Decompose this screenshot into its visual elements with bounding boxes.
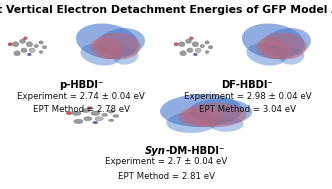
Ellipse shape xyxy=(113,115,119,118)
Ellipse shape xyxy=(21,48,27,53)
Ellipse shape xyxy=(200,44,205,48)
Ellipse shape xyxy=(205,51,209,53)
Ellipse shape xyxy=(66,112,72,115)
Ellipse shape xyxy=(23,37,27,40)
Ellipse shape xyxy=(256,38,290,59)
Text: EPT Method = 2.78 eV: EPT Method = 2.78 eV xyxy=(33,105,130,114)
Ellipse shape xyxy=(180,51,186,56)
Ellipse shape xyxy=(174,43,178,46)
Text: Experiment = 2.74 ± 0.04 eV: Experiment = 2.74 ± 0.04 eV xyxy=(18,92,145,101)
Ellipse shape xyxy=(74,119,83,124)
Ellipse shape xyxy=(94,33,140,60)
Ellipse shape xyxy=(20,39,26,43)
Ellipse shape xyxy=(109,119,114,122)
Ellipse shape xyxy=(76,23,138,59)
Ellipse shape xyxy=(84,117,92,121)
Ellipse shape xyxy=(160,94,242,127)
Ellipse shape xyxy=(90,38,124,59)
Ellipse shape xyxy=(87,106,92,109)
Ellipse shape xyxy=(246,43,287,66)
Ellipse shape xyxy=(189,37,193,40)
Text: Experiment = 2.98 ± 0.04 eV: Experiment = 2.98 ± 0.04 eV xyxy=(184,92,311,101)
Ellipse shape xyxy=(209,117,244,132)
Ellipse shape xyxy=(28,53,31,56)
Ellipse shape xyxy=(26,42,33,47)
Ellipse shape xyxy=(194,53,197,56)
Ellipse shape xyxy=(279,48,304,65)
Ellipse shape xyxy=(12,42,19,47)
Text: Syn: Syn xyxy=(145,146,166,156)
Ellipse shape xyxy=(187,48,193,53)
Ellipse shape xyxy=(186,39,192,43)
Ellipse shape xyxy=(93,121,98,124)
Ellipse shape xyxy=(113,48,138,65)
Ellipse shape xyxy=(34,44,39,48)
Ellipse shape xyxy=(208,46,213,49)
Ellipse shape xyxy=(192,42,199,47)
Text: DF-HBDI⁻: DF-HBDI⁻ xyxy=(221,80,273,90)
Ellipse shape xyxy=(14,51,20,56)
Ellipse shape xyxy=(102,113,108,116)
Ellipse shape xyxy=(260,33,306,60)
Ellipse shape xyxy=(82,108,90,113)
Ellipse shape xyxy=(166,112,217,133)
Ellipse shape xyxy=(242,23,304,59)
Text: -DM-HBDI⁻: -DM-HBDI⁻ xyxy=(166,146,225,156)
Ellipse shape xyxy=(39,41,43,44)
Ellipse shape xyxy=(29,48,35,53)
Text: Lowest Vertical Electron Detachment Energies of GFP Model Anions: Lowest Vertical Electron Detachment Ener… xyxy=(0,5,332,15)
Ellipse shape xyxy=(91,111,100,115)
Ellipse shape xyxy=(80,43,121,66)
Ellipse shape xyxy=(264,28,311,57)
Ellipse shape xyxy=(39,51,43,53)
Ellipse shape xyxy=(178,42,185,47)
Ellipse shape xyxy=(195,48,201,53)
Ellipse shape xyxy=(98,28,145,57)
Ellipse shape xyxy=(189,98,252,125)
Ellipse shape xyxy=(42,46,47,49)
Text: p-HBDI⁻: p-HBDI⁻ xyxy=(59,80,104,90)
Ellipse shape xyxy=(178,107,224,127)
Ellipse shape xyxy=(108,110,114,113)
Text: Experiment = 2.7 ± 0.04 eV: Experiment = 2.7 ± 0.04 eV xyxy=(105,157,227,167)
Text: EPT Method = 2.81 eV: EPT Method = 2.81 eV xyxy=(118,172,214,181)
Ellipse shape xyxy=(8,43,12,46)
Text: EPT Method = 3.04 eV: EPT Method = 3.04 eV xyxy=(199,105,296,114)
Ellipse shape xyxy=(183,103,246,127)
Ellipse shape xyxy=(95,117,103,121)
Ellipse shape xyxy=(205,41,209,44)
Ellipse shape xyxy=(72,111,81,115)
